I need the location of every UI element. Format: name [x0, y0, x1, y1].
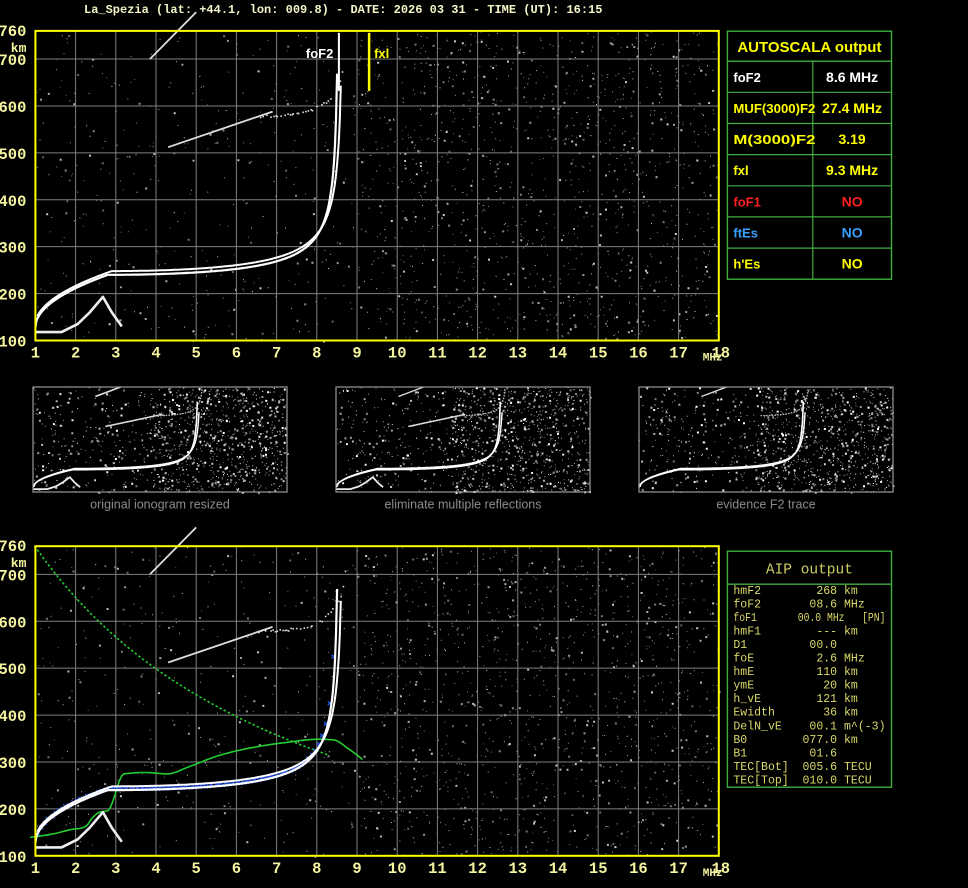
svg-text:200: 200 [0, 287, 26, 305]
svg-text:foE 2.6 MHz: foE 2.6 MHz [733, 652, 885, 666]
svg-text:12: 12 [468, 860, 487, 878]
svg-text:9.3 MHz: 9.3 MHz [826, 162, 878, 178]
svg-text:760: 760 [0, 23, 26, 41]
svg-text:ymE 20 km: ymE 20 km [733, 679, 885, 693]
svg-text:5: 5 [192, 860, 201, 878]
svg-text:foF2: foF2 [733, 70, 760, 85]
svg-text:M(3000)F2: M(3000)F2 [733, 132, 815, 147]
svg-text:10: 10 [388, 345, 407, 363]
svg-text:3.19: 3.19 [838, 131, 865, 147]
svg-text:3: 3 [111, 345, 120, 363]
svg-text:4: 4 [151, 860, 160, 878]
svg-text:NO: NO [842, 193, 863, 209]
svg-text:MUF(3000)F2: MUF(3000)F2 [733, 101, 815, 116]
svg-text:13: 13 [508, 345, 527, 363]
svg-text:600: 600 [0, 99, 26, 117]
svg-text:7: 7 [272, 860, 281, 878]
svg-text:13: 13 [508, 860, 527, 878]
svg-text:300: 300 [0, 755, 26, 773]
svg-text:hmF2 268 km: hmF2 268 km [733, 584, 885, 598]
svg-text:5: 5 [192, 345, 201, 363]
svg-text:original ionogram resized: original ionogram resized [90, 498, 230, 512]
svg-text:16: 16 [629, 860, 648, 878]
svg-text:9: 9 [352, 345, 361, 363]
svg-text:14: 14 [549, 860, 568, 878]
svg-text:6: 6 [232, 345, 241, 363]
svg-text:17: 17 [669, 860, 688, 878]
svg-text:500: 500 [0, 146, 26, 164]
svg-text:2: 2 [71, 345, 80, 363]
svg-text:12: 12 [468, 345, 487, 363]
svg-text:400: 400 [0, 193, 26, 211]
svg-text:AIP output: AIP output [766, 563, 853, 579]
svg-text:hmE 110 km: hmE 110 km [733, 665, 885, 679]
svg-text:TEC[Top] 010.0 TECU: TEC[Top] 010.0 TECU [733, 773, 885, 787]
svg-text:16: 16 [629, 345, 648, 363]
svg-text:AUTOSCALA output: AUTOSCALA output [737, 39, 881, 56]
svg-text:11: 11 [428, 345, 447, 363]
svg-text:evidence F2 trace: evidence F2 trace [716, 498, 815, 512]
svg-text:8.6 MHz: 8.6 MHz [826, 69, 878, 85]
svg-text:1: 1 [31, 860, 40, 878]
svg-text:200: 200 [0, 802, 26, 820]
svg-text:NO: NO [842, 256, 863, 272]
svg-text:foF1: foF1 [733, 194, 760, 209]
svg-text:100: 100 [0, 334, 26, 352]
svg-text:hmF1 --- km: hmF1 --- km [733, 625, 885, 639]
svg-text:MHz: MHz [703, 353, 723, 365]
svg-text:fxl: fxl [374, 46, 389, 61]
svg-text:DelN_vE 00.1 m^(-3): DelN_vE 00.1 m^(-3) [733, 719, 885, 733]
svg-text:27.4 MHz: 27.4 MHz [822, 100, 882, 116]
svg-text:Ewidth 36 km: Ewidth 36 km [733, 706, 885, 720]
svg-text:ftEs: ftEs [733, 226, 758, 241]
svg-text:h'Es: h'Es [733, 257, 760, 272]
svg-text:MHz: MHz [703, 868, 723, 880]
svg-text:4: 4 [151, 345, 160, 363]
svg-text:700: 700 [0, 567, 26, 585]
svg-text:760: 760 [0, 538, 26, 556]
svg-text:17: 17 [669, 345, 688, 363]
svg-text:15: 15 [589, 860, 608, 878]
svg-text:8: 8 [312, 345, 321, 363]
svg-text:1: 1 [31, 345, 40, 363]
svg-text:400: 400 [0, 708, 26, 726]
svg-text:La_Spezia (lat: +44.1, lon: 00: La_Spezia (lat: +44.1, lon: 009.8) - DAT… [84, 3, 602, 17]
svg-text:6: 6 [232, 860, 241, 878]
svg-text:h_vE 121 km: h_vE 121 km [733, 692, 885, 706]
svg-text:15: 15 [589, 345, 608, 363]
svg-text:700: 700 [0, 52, 26, 70]
svg-text:foF2 08.6 MHz: foF2 08.6 MHz [733, 598, 885, 612]
svg-text:B1 01.6: B1 01.6 [733, 746, 885, 760]
svg-text:3: 3 [111, 860, 120, 878]
svg-text:10: 10 [388, 860, 407, 878]
svg-text:D1 00.0: D1 00.0 [733, 638, 885, 652]
svg-text:TEC[Bot] 005.6 TECU: TEC[Bot] 005.6 TECU [733, 760, 885, 774]
svg-text:500: 500 [0, 661, 26, 679]
svg-text:2: 2 [71, 860, 80, 878]
svg-text:7: 7 [272, 345, 281, 363]
svg-text:fxl: fxl [733, 163, 748, 178]
svg-text:14: 14 [549, 345, 568, 363]
svg-text:11: 11 [428, 860, 447, 878]
svg-text:NO: NO [842, 225, 863, 241]
svg-text:eliminate multiple reflections: eliminate multiple reflections [384, 498, 541, 512]
svg-text:100: 100 [0, 849, 26, 867]
svg-text:foF2: foF2 [306, 46, 333, 61]
svg-text:B0 077.0 km: B0 077.0 km [733, 733, 885, 747]
svg-text:600: 600 [0, 614, 26, 632]
svg-text:foF1 00.0 MHz [PN]: foF1 00.0 MHz [PN] [733, 611, 885, 625]
svg-text:8: 8 [312, 860, 321, 878]
svg-text:300: 300 [0, 240, 26, 258]
svg-text:9: 9 [352, 860, 361, 878]
